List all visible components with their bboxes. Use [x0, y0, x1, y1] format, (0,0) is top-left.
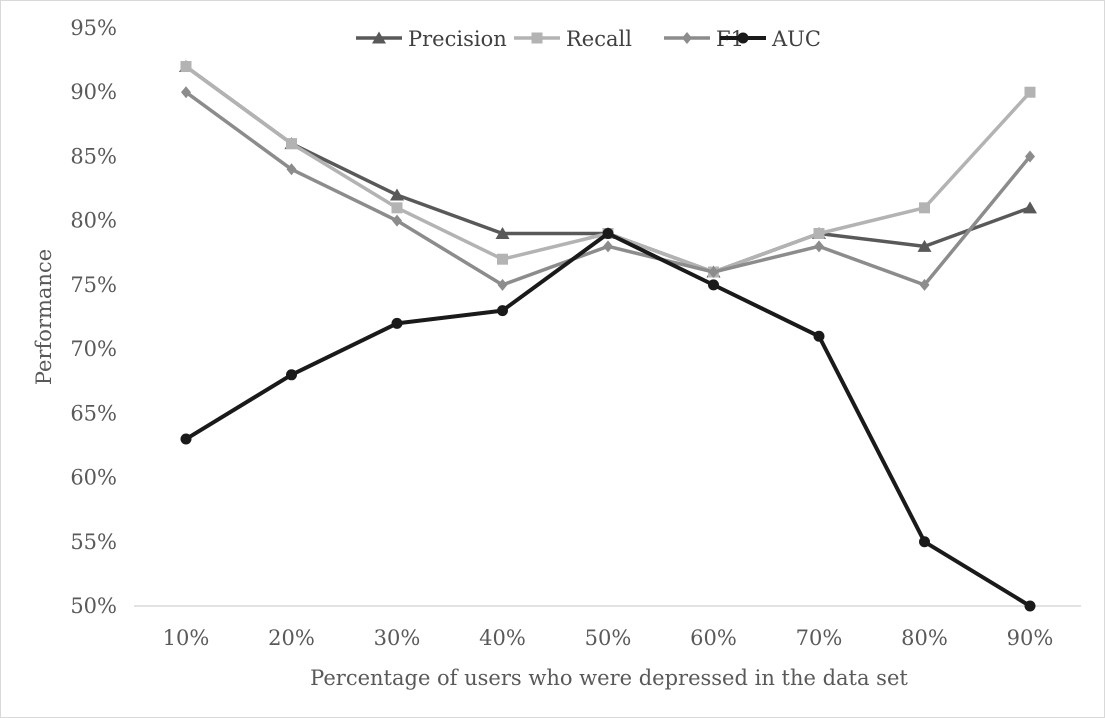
- data-point: [390, 188, 404, 201]
- series-line: [184, 90, 1032, 287]
- x-tick-label: 50%: [585, 626, 632, 650]
- legend: PrecisionRecallF1AUC: [356, 27, 821, 51]
- series-f1: [181, 86, 1035, 291]
- y-tick-label: 80%: [70, 209, 117, 233]
- series-auc: [180, 228, 1036, 612]
- y-tick-label: 55%: [70, 530, 117, 554]
- legend-label: Recall: [566, 27, 632, 51]
- series-line: [184, 231, 1032, 608]
- data-point: [813, 330, 825, 342]
- data-point: [814, 240, 824, 253]
- data-point: [919, 278, 930, 291]
- data-point: [708, 279, 719, 291]
- legend-label: Precision: [408, 27, 507, 51]
- data-point: [497, 305, 508, 317]
- data-point: [813, 228, 825, 240]
- x-tick-label: 40%: [479, 626, 526, 650]
- data-point: [497, 253, 508, 265]
- data-point: [286, 369, 297, 381]
- x-tick-label: 70%: [796, 626, 843, 650]
- x-tick-label: 80%: [901, 626, 948, 650]
- x-tick-label: 10%: [163, 626, 210, 650]
- data-point: [1025, 150, 1035, 163]
- y-tick-label: 50%: [70, 594, 117, 618]
- legend-label: AUC: [771, 27, 821, 51]
- legend-item-precision: Precision: [356, 27, 507, 51]
- y-tick-label: 65%: [70, 401, 117, 425]
- legend-item-auc: AUC: [720, 27, 821, 51]
- data-point: [708, 266, 719, 279]
- x-tick-label: 90%: [1007, 626, 1054, 650]
- legend-swatch-marker: [737, 32, 749, 44]
- legend-item-recall: Recall: [514, 27, 632, 51]
- data-point: [1023, 201, 1037, 214]
- data-point: [180, 61, 192, 73]
- data-point: [286, 138, 297, 150]
- x-axis-title: Percentage of users who were depressed i…: [310, 666, 908, 690]
- legend-swatch-marker: [372, 31, 386, 44]
- data-point: [919, 202, 930, 214]
- data-point: [391, 202, 403, 214]
- y-tick-label: 85%: [70, 144, 117, 168]
- y-tick-label: 75%: [70, 273, 117, 297]
- y-tick-label: 70%: [70, 337, 117, 361]
- data-point: [1024, 600, 1036, 612]
- data-point: [603, 240, 613, 253]
- y-tick-label: 60%: [70, 466, 117, 490]
- legend-swatch-marker: [682, 32, 692, 44]
- x-tick-label: 60%: [690, 626, 737, 650]
- axis-layer: 50% 55% 60% 65% 70% 75% 80% 85% 90% 95% 10% 20% 30% 4…: [70, 16, 1081, 650]
- series-layer: [179, 60, 1037, 612]
- y-axis-title: Performance: [32, 249, 56, 385]
- data-point: [497, 278, 508, 291]
- data-point: [392, 214, 402, 227]
- data-point: [391, 317, 403, 329]
- x-tick-label: 20%: [268, 626, 315, 650]
- data-point: [917, 239, 932, 252]
- legend-swatch-marker: [531, 32, 543, 44]
- data-point: [286, 163, 297, 176]
- y-tick-label: 95%: [70, 16, 117, 40]
- y-tick-label: 90%: [70, 80, 117, 104]
- data-point: [180, 433, 192, 445]
- data-point: [919, 536, 930, 548]
- data-point: [1024, 86, 1036, 98]
- data-point: [495, 227, 510, 240]
- data-point: [181, 86, 191, 99]
- data-point: [602, 228, 614, 240]
- x-tick-label: 30%: [374, 626, 421, 650]
